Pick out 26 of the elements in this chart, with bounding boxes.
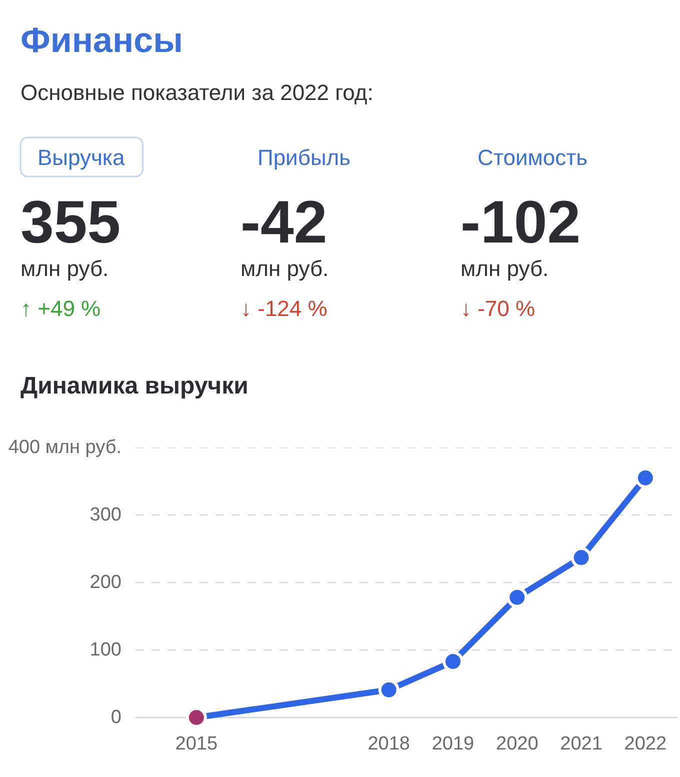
- y-tick-label: 100: [90, 640, 122, 660]
- y-tick-label: 0: [110, 707, 122, 728]
- x-tick-label: 2020: [496, 734, 538, 754]
- category-label: Прибыль: [258, 145, 351, 170]
- x-tick-label: 2015: [175, 734, 218, 754]
- x-tick-label: 2021: [560, 734, 602, 754]
- x-tick-label: 2019: [432, 734, 474, 754]
- category-label: Выручка: [38, 145, 126, 170]
- text: млн руб.: [20, 256, 109, 281]
- x-tick-label: 2022: [624, 734, 667, 754]
- text: млн руб.: [460, 256, 549, 281]
- y-tick-label: 300: [90, 504, 122, 526]
- text: ↓ -70 %: [460, 296, 536, 321]
- y-tick-label: 200: [90, 572, 122, 593]
- text: ↓ -124 %: [240, 296, 328, 321]
- category-label: Стоимость: [478, 145, 588, 170]
- data-label: -102: [460, 188, 581, 256]
- data-label: 355: [20, 188, 121, 256]
- text: Финансы: [20, 21, 183, 60]
- chart-title: Динамика выручки: [20, 372, 248, 400]
- text: млн руб.: [240, 256, 329, 281]
- text: ↑ +49 %: [20, 296, 101, 321]
- text: Основные показатели за 2022 год:: [20, 80, 374, 105]
- x-tick-label: 2018: [368, 734, 410, 754]
- y-tick-label: 400 млн руб.: [8, 437, 122, 458]
- data-label: -42: [240, 188, 328, 256]
